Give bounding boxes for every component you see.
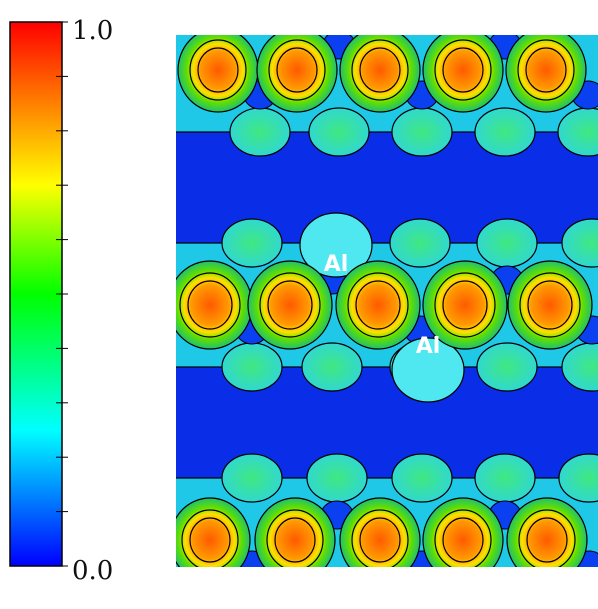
density-lobe xyxy=(474,453,536,503)
density-lobe xyxy=(309,0,369,32)
density-lobe xyxy=(561,218,598,268)
density-lobe xyxy=(392,0,452,32)
atom-basin xyxy=(254,497,336,567)
atom-contour xyxy=(181,509,239,567)
atom-contour xyxy=(197,47,239,93)
density-lobe xyxy=(221,342,283,392)
atom-contour xyxy=(434,39,492,101)
density-lobe xyxy=(474,107,536,157)
atom-basin xyxy=(422,497,504,567)
density-lobe xyxy=(221,218,283,268)
density-lobe xyxy=(558,0,598,32)
atom-contour xyxy=(267,280,313,330)
colorbar xyxy=(9,21,63,567)
atom-contour xyxy=(518,509,576,567)
atom-basin xyxy=(506,497,588,567)
density-lobe xyxy=(301,342,363,392)
density-lobe xyxy=(475,578,535,609)
atom-contour xyxy=(266,509,324,567)
atom-contour xyxy=(259,272,321,338)
atom-contour xyxy=(276,47,318,93)
colorbar-max-label: 1.0 xyxy=(72,16,113,46)
atom-basin xyxy=(256,35,338,113)
atom-contour xyxy=(359,47,401,93)
atom-contour xyxy=(442,517,484,563)
atom-contour xyxy=(179,272,241,338)
density-lobe xyxy=(221,453,283,503)
density-lobe xyxy=(222,578,282,609)
density-lobe xyxy=(230,0,290,32)
colorbar-min-label: 0.0 xyxy=(72,556,113,586)
atom-contour xyxy=(359,517,401,563)
al-basin xyxy=(299,212,373,278)
atom-contour xyxy=(434,272,496,338)
density-lobe xyxy=(476,218,538,268)
elf-map xyxy=(176,0,598,609)
atom-contour xyxy=(187,280,233,330)
atom-basin xyxy=(339,35,421,113)
atom-contour xyxy=(274,517,316,563)
density-lobe xyxy=(558,453,598,503)
density-lobe xyxy=(308,107,370,157)
atom-contour xyxy=(268,39,326,101)
density-lobe xyxy=(392,578,452,609)
atom-contour xyxy=(527,280,573,330)
atom-contour xyxy=(355,280,401,330)
density-lobe xyxy=(559,578,598,609)
atom-contour xyxy=(525,47,567,93)
atom-contour xyxy=(442,47,484,93)
atom-contour xyxy=(347,272,409,338)
atom-contour xyxy=(189,39,247,101)
atom-contour xyxy=(434,509,492,567)
density-lobe xyxy=(306,453,368,503)
atom-label: Al xyxy=(324,252,349,277)
atom-contour xyxy=(526,517,568,563)
atom-contour xyxy=(351,39,409,101)
density-lobe xyxy=(307,578,367,609)
atom-contour xyxy=(517,39,575,101)
atom-contour xyxy=(442,280,488,330)
density-lobe xyxy=(391,453,453,503)
atom-basin xyxy=(339,497,421,567)
atom-label: Al xyxy=(416,334,441,359)
colorbar-ticks xyxy=(56,21,68,567)
atom-contour xyxy=(189,517,231,563)
atom-basin xyxy=(505,35,587,113)
density-lobe xyxy=(391,107,453,157)
density-lobe xyxy=(476,342,538,392)
density-lobe xyxy=(475,0,535,32)
atom-contour xyxy=(351,509,409,567)
density-lobe xyxy=(229,107,291,157)
density-lobe xyxy=(389,218,451,268)
atom-contour xyxy=(519,272,581,338)
atom-basin xyxy=(422,35,504,113)
al-basin xyxy=(391,337,465,403)
